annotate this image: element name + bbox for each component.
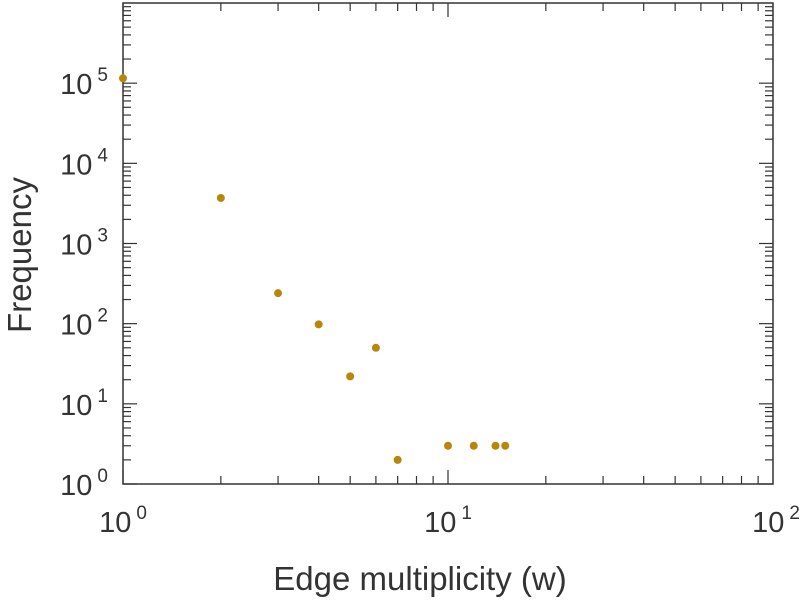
data-point xyxy=(371,343,380,352)
plot-frame xyxy=(122,2,774,485)
data-point xyxy=(393,455,402,464)
data-point xyxy=(346,372,355,381)
data-point xyxy=(444,441,452,450)
data-point xyxy=(119,74,127,83)
data-points xyxy=(119,74,510,464)
x-axis-tick-labels: 10 0 10 1 10 2 xyxy=(99,503,800,539)
y-tick-label: 10 2 xyxy=(60,306,108,342)
data-point xyxy=(491,441,500,450)
data-point xyxy=(314,320,323,329)
data-point xyxy=(501,441,510,450)
y-axis-title: Frequency xyxy=(1,177,38,333)
data-point xyxy=(274,289,283,298)
x-tick-label: 10 0 xyxy=(99,503,147,539)
y-tick-label: 10 0 xyxy=(60,466,108,502)
x-tick-label: 10 2 xyxy=(752,503,800,539)
x-axis-title: Edge multiplicity (w) xyxy=(273,560,566,597)
y-tick-label: 10 5 xyxy=(60,65,108,101)
x-tick-label: 10 1 xyxy=(424,503,472,539)
y-axis-ticks xyxy=(123,6,773,485)
data-point xyxy=(469,441,478,450)
y-tick-label: 10 4 xyxy=(60,145,108,181)
x-axis-ticks xyxy=(122,3,759,484)
data-point xyxy=(216,193,225,202)
y-tick-label: 10 3 xyxy=(60,226,108,262)
y-tick-label: 10 1 xyxy=(60,386,108,422)
